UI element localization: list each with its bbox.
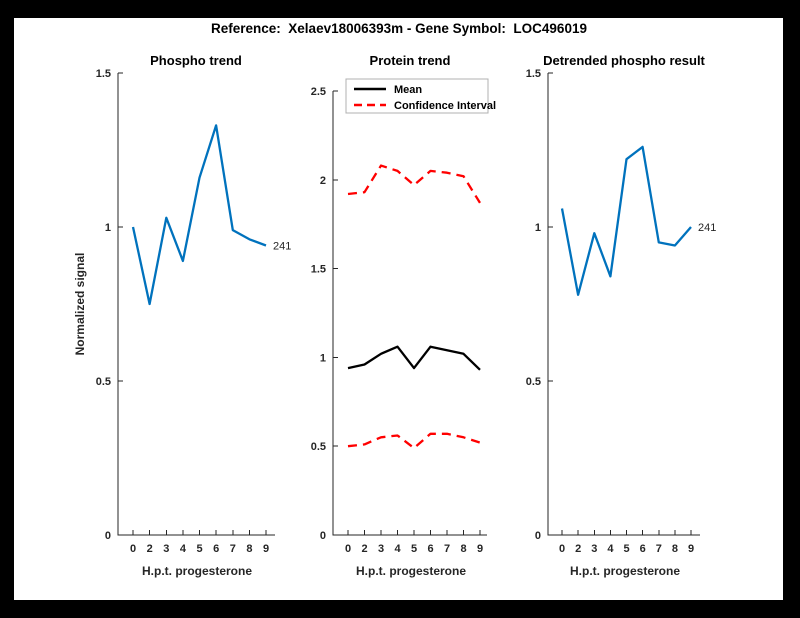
x-tick-label: 8 [672, 543, 678, 555]
legend-box [345, 78, 489, 114]
y-tick-label: 1 [105, 222, 111, 234]
series-line-confidence-interval-upper [347, 164, 481, 204]
x-tick-label: 4 [607, 543, 614, 555]
x-tick-label: 4 [394, 543, 401, 555]
y-tick-label: 2 [320, 175, 326, 187]
y-tick-label: 0.5 [311, 441, 326, 453]
subplot2-plot-area: 00.511.522.50 2 3 4 5 6 7 8 9 [311, 86, 487, 555]
x-tick-label: 3 [163, 543, 169, 555]
y-tick-label: 0.5 [96, 376, 111, 388]
series-line-phospho-signal [131, 124, 267, 306]
x-tick-label: 7 [656, 543, 662, 555]
axis-line [117, 73, 275, 536]
x-tick-label: 6 [640, 543, 646, 555]
x-tick-label: 0 [559, 543, 565, 555]
x-tick-label: 9 [263, 543, 269, 555]
x-tick-label: 3 [591, 543, 597, 555]
subplot1-x-axis-label: H.p.t. progesterone [142, 564, 252, 578]
x-tick-label: 2 [147, 543, 153, 555]
y-tick-label: 1.5 [526, 68, 541, 80]
subplot1-title: Phospho trend [150, 53, 242, 68]
series-end-label: 241 [273, 240, 291, 252]
x-tick-label: 9 [688, 543, 694, 555]
series-end-label: 241 [698, 222, 716, 234]
x-tick-label: 0 [130, 543, 136, 555]
x-tick-label: 6 [213, 543, 219, 555]
x-tick-label: 7 [230, 543, 236, 555]
y-tick-label: 0 [105, 530, 111, 542]
figure-title: Reference: Xelaev18006393m - Gene Symbol… [211, 21, 587, 36]
x-tick-label: 6 [427, 543, 433, 555]
x-tick-label: 9 [477, 543, 483, 555]
legend-mean-label: Mean [394, 84, 422, 96]
series-line-mean [347, 345, 481, 371]
axis-line [332, 91, 487, 536]
subplot1-y-axis-label: Normalized signal [73, 253, 87, 356]
x-tick-label: 2 [361, 543, 367, 555]
y-tick-label: 1 [535, 222, 541, 234]
y-tick-label: 0.5 [526, 376, 541, 388]
x-tick-label: 5 [623, 543, 629, 555]
x-tick-label: 5 [196, 543, 202, 555]
y-tick-label: 0 [320, 530, 326, 542]
figure-svg: Reference: Xelaev18006393m - Gene Symbol… [73, 21, 717, 578]
x-tick-label: 7 [444, 543, 450, 555]
axis-line [547, 73, 700, 536]
x-tick-label: 2 [575, 543, 581, 555]
subplot3-x-axis-label: H.p.t. progesterone [570, 564, 680, 578]
x-tick-label: 3 [378, 543, 384, 555]
series-line-confidence-interval-lower [347, 432, 481, 450]
x-tick-label: 0 [345, 543, 351, 555]
subplot2-x-axis-label: H.p.t. progesterone [356, 564, 466, 578]
x-tick-label: 8 [246, 543, 252, 555]
legend: Mean Confidence Interval [345, 78, 496, 114]
y-tick-label: 2.5 [311, 86, 326, 98]
y-tick-label: 1.5 [311, 264, 326, 276]
x-tick-label: 5 [411, 543, 417, 555]
subplot3-title: Detrended phospho result [543, 53, 705, 68]
y-tick-label: 1.5 [96, 68, 111, 80]
legend-confidence-interval-label: Confidence Interval [394, 100, 496, 112]
y-tick-label: 1 [320, 352, 326, 364]
x-tick-label: 4 [180, 543, 187, 555]
subplot2-title: Protein trend [370, 53, 451, 68]
series-line-detrended-phospho-signal [560, 145, 692, 296]
y-tick-label: 0 [535, 530, 541, 542]
x-tick-label: 8 [460, 543, 466, 555]
figure-canvas: Reference: Xelaev18006393m - Gene Symbol… [14, 18, 783, 600]
